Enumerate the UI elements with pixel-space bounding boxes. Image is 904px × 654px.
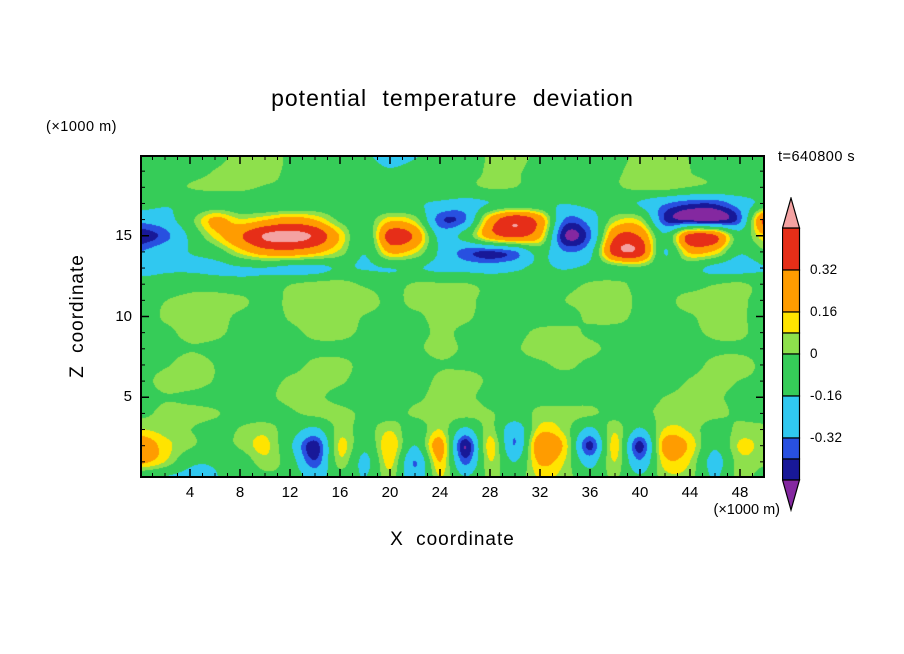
- x-axis-unit: (×1000 m): [713, 502, 781, 518]
- x-tick-label: 16: [331, 484, 349, 501]
- colorbar-label: -0.16: [810, 388, 843, 403]
- colorbar-label: -0.32: [810, 430, 843, 445]
- colorbar: [782, 197, 801, 513]
- x-tick-label: 12: [281, 484, 299, 501]
- plot-area: [140, 155, 765, 478]
- x-axis-label: X coordinate: [390, 529, 515, 550]
- x-tick-label: 36: [581, 484, 599, 501]
- x-tick-label: 24: [431, 484, 449, 501]
- x-tick-label: 48: [731, 484, 749, 501]
- colorbar-top-arrow: [782, 197, 801, 229]
- x-tick-label: 28: [481, 484, 499, 501]
- axes-overlay: [140, 155, 765, 478]
- colorbar-label: 0.32: [810, 262, 838, 277]
- colorbar-band: [782, 353, 801, 397]
- colorbar-band: [782, 311, 801, 334]
- x-tick-label: 44: [681, 484, 699, 501]
- colorbar-band: [782, 437, 801, 460]
- z-tick-label: 15: [115, 226, 132, 244]
- colorbar-band: [782, 458, 801, 481]
- colorbar-band: [782, 395, 801, 439]
- x-tick-label: 20: [381, 484, 399, 501]
- x-tick-label: 4: [185, 484, 195, 501]
- colorbar-bottom-arrow: [782, 479, 801, 513]
- z-axis-unit: (×1000 m): [46, 119, 117, 135]
- x-tick-label: 8: [235, 484, 245, 501]
- z-tick-label: 5: [123, 388, 132, 406]
- contour-canvas: [140, 155, 765, 478]
- z-axis-label: Z coordinate: [67, 254, 88, 378]
- colorbar-band: [782, 332, 801, 355]
- colorbar-label: 0: [810, 346, 818, 361]
- timestamp: t=640800 s: [778, 149, 856, 165]
- colorbar-label: 0.16: [810, 304, 838, 319]
- chart-title: potential temperature deviation: [271, 85, 634, 111]
- z-tick-label: 10: [115, 307, 132, 325]
- plot-frame: [140, 155, 765, 478]
- colorbar-band: [782, 227, 801, 271]
- x-tick-label: 32: [531, 484, 549, 501]
- colorbar-band: [782, 269, 801, 313]
- x-tick-label: 40: [631, 484, 649, 501]
